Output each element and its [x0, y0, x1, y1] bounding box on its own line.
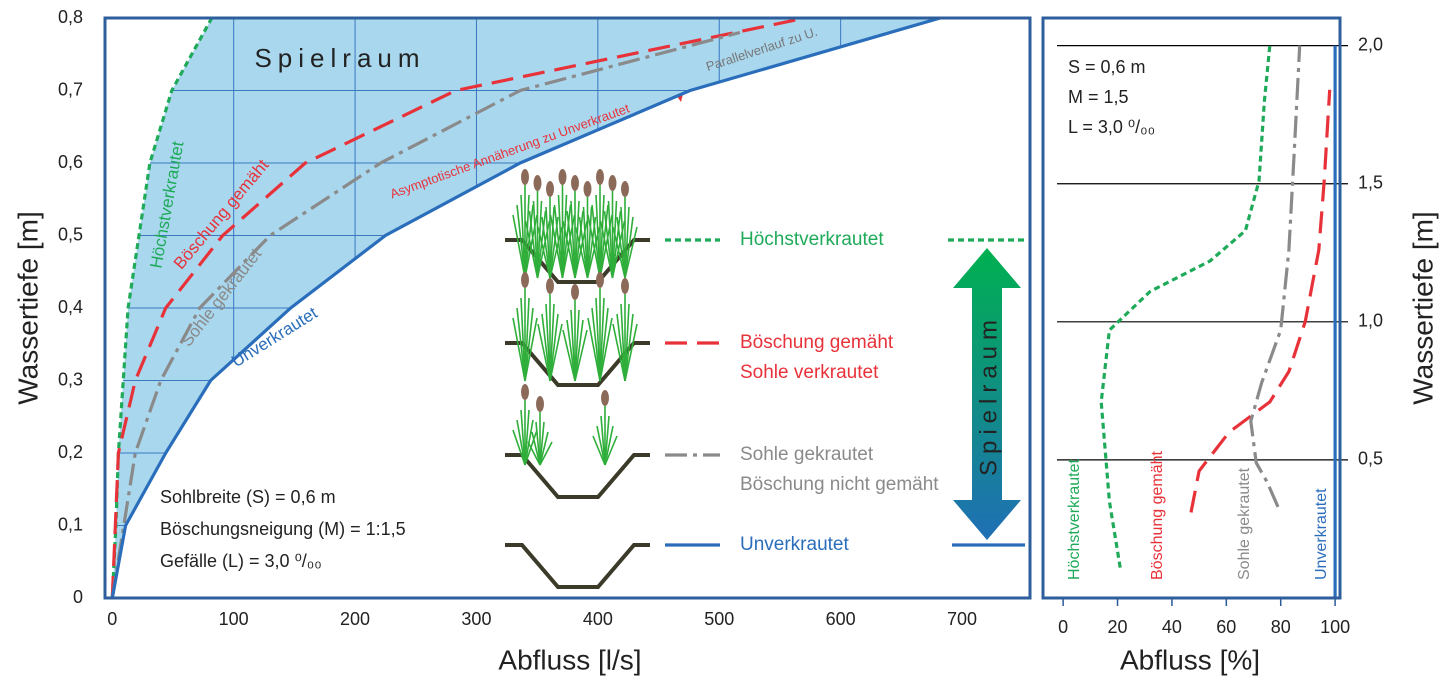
- y-axis-title: Wassertiefe [m]: [1407, 211, 1438, 404]
- legend-label: Sohle gekrautet: [740, 444, 874, 465]
- x-tick-label: 500: [704, 609, 734, 629]
- x-tick-label: 0: [1058, 617, 1068, 637]
- plant-seed: [601, 390, 609, 406]
- series-line: [1191, 90, 1330, 513]
- plant-seed: [596, 169, 604, 185]
- plant-seed: [609, 175, 617, 191]
- plant-seed: [584, 181, 592, 197]
- curve-label: Unverkrautet: [1313, 488, 1330, 580]
- x-tick-label: 0: [107, 609, 117, 629]
- x-axis-title: Abfluss [%]: [1120, 644, 1260, 675]
- y-tick-label: 0,3: [58, 369, 83, 389]
- plant-seed: [521, 169, 529, 185]
- annotation: Spielraum: [254, 43, 425, 73]
- series-line: [1251, 46, 1300, 507]
- y-tick-label: 0,7: [58, 79, 83, 99]
- plant-seed: [546, 181, 554, 197]
- plant-seed: [571, 175, 579, 191]
- channel-icon: [505, 545, 650, 587]
- x-tick-label: 60: [1216, 617, 1236, 637]
- annotation: Sohlbreite (S) = 0,6 m: [160, 487, 336, 507]
- annotation: Gefälle (L) = 3,0 ⁰/₀₀: [160, 551, 322, 571]
- annotation: Böschungsneigung (M) = 1:1,5: [160, 519, 406, 539]
- x-tick-label: 700: [947, 609, 977, 629]
- x-tick-label: 400: [583, 609, 613, 629]
- plot: 0,5 1,0 1,5 2,0 0 20 40 60 80 100: [1043, 18, 1383, 637]
- figure: Wassertiefe [m] Abfluss [l/s] Abfluss [%…: [0, 0, 1450, 681]
- x-tick-label: 600: [826, 609, 856, 629]
- y-tick-label: 0: [73, 587, 83, 607]
- x-tick-label: 80: [1271, 617, 1291, 637]
- legend: Höchstverkrautet Böschung gemäht Sohle ver…: [505, 169, 1025, 587]
- arrow-label: Spielraum: [975, 314, 1002, 476]
- x-tick-label: 300: [461, 609, 491, 629]
- x-tick-label: 200: [340, 609, 370, 629]
- annotation: M = 1,5: [1068, 87, 1129, 107]
- curve-label: Böschung gemäht: [1149, 450, 1166, 580]
- y-tick-label: 2,0: [1358, 34, 1383, 54]
- y-tick-label: 0,4: [58, 297, 83, 317]
- y-tick-label: 0,5: [58, 224, 83, 244]
- plant-seed: [521, 384, 529, 400]
- plant-seed: [596, 272, 604, 288]
- legend-detail: Böschung nicht gemäht: [740, 474, 939, 495]
- y-tick-label: 1,5: [1358, 172, 1383, 192]
- plant-seed: [521, 272, 529, 288]
- y-tick-label: 0,1: [58, 514, 83, 534]
- legend-label: Unverkrautet: [740, 534, 849, 555]
- x-tick-label: 40: [1162, 617, 1182, 637]
- x-tick-label: 100: [219, 609, 249, 629]
- plant-seed: [559, 169, 567, 185]
- y-tick-label: 0,2: [58, 442, 83, 462]
- annotation: S = 0,6 m: [1068, 57, 1146, 77]
- plant-seed: [546, 278, 554, 294]
- y-axis-title: Wassertiefe [m]: [12, 211, 43, 404]
- plant-seed: [534, 175, 542, 191]
- legend-detail: Sohle verkrautet: [740, 362, 879, 383]
- annotation: L = 3,0 ⁰/₀₀: [1068, 117, 1155, 137]
- plant-seed: [571, 284, 579, 300]
- curve-label: Höchstverkrautet: [1066, 459, 1083, 580]
- y-tick-label: 1,0: [1358, 311, 1383, 331]
- x-tick-label: 20: [1108, 617, 1128, 637]
- plant-seed: [621, 181, 629, 197]
- plant-seed: [621, 278, 629, 294]
- curve-label: Sohle gekrautet: [1236, 467, 1253, 580]
- x-tick-label: 100: [1320, 617, 1350, 637]
- y-tick-label: 0,5: [1358, 449, 1383, 469]
- legend-label: Höchstverkrautet: [740, 229, 884, 250]
- legend-label: Böschung gemäht: [740, 332, 894, 353]
- y-tick-label: 0,8: [58, 7, 83, 27]
- x-axis-title: Abfluss [l/s]: [498, 644, 641, 675]
- plant-seed: [536, 396, 544, 412]
- y-tick-label: 0,6: [58, 152, 83, 172]
